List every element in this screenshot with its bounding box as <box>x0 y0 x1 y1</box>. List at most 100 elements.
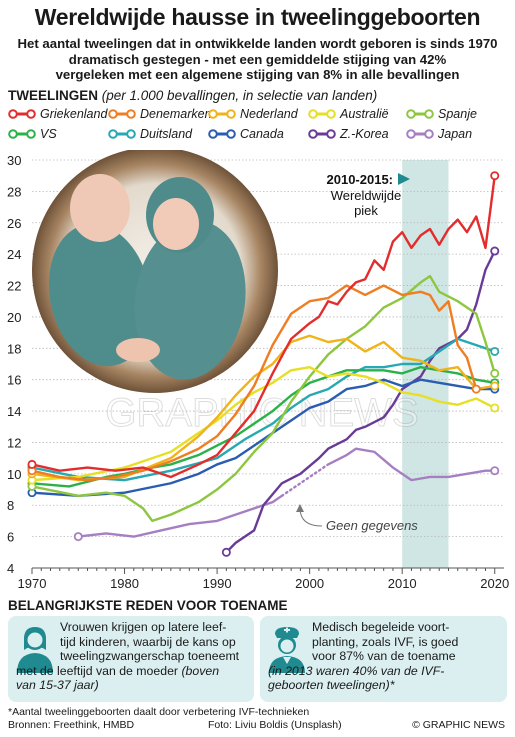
reason-ivf-text: Medisch begeleide voort- planting, zoals… <box>268 620 504 693</box>
baby-photo-left-body <box>48 223 152 367</box>
legend-label: Griekenland <box>40 107 108 121</box>
y-tick-label: 16 <box>7 373 21 388</box>
legend-label: VS <box>40 127 57 141</box>
series-line-8 <box>31 378 495 498</box>
no-data-arrow-icon <box>296 504 304 512</box>
nurse-icon <box>269 627 305 673</box>
series-line-10-part-2 <box>327 447 495 482</box>
woman-icon <box>17 627 53 673</box>
legend-label: Spanje <box>438 107 477 121</box>
peak-label-line-1: Wereldwijde <box>331 188 402 203</box>
subtitle: Het aantal tweelingen dat in ontwikkelde… <box>10 36 505 83</box>
legend-swatch <box>406 129 434 139</box>
legend-label: Duitsland <box>140 127 193 141</box>
baby-photo-left-head <box>70 174 130 242</box>
series-endpoint-9-start <box>221 547 231 557</box>
legend-label: Denemarken <box>140 107 212 121</box>
legend-swatch <box>406 109 434 119</box>
legend-swatch <box>8 109 36 119</box>
series-gap-10 <box>280 463 330 498</box>
legend-swatch <box>208 129 236 139</box>
legend: Griekenland Denemarken Nederland Australië S… <box>8 107 513 149</box>
y-tick-label: 4 <box>7 561 14 576</box>
legend-swatch <box>308 109 336 119</box>
baby-photo-right-face <box>153 198 199 250</box>
reason-age-line-4-text: met de leeftijd van de moeder <box>16 663 179 678</box>
reason-age-line-3: tweelingzwangerschap toeneemt <box>60 649 240 664</box>
reason-card-ivf: Medisch begeleide voort- planting, zoals… <box>260 616 507 702</box>
y-tick-label: 20 <box>7 310 21 325</box>
reason-ivf-line-3: voor 87% van de toename <box>312 649 456 664</box>
legend-swatch <box>108 129 136 139</box>
legend-label: Nederland <box>240 107 298 121</box>
no-data-label: Geen gegevens <box>326 518 418 533</box>
x-tick-label: 2010 <box>388 576 417 591</box>
series-line-10-part-1 <box>78 494 283 538</box>
series-endpoint-4-end <box>490 403 500 413</box>
brand-credit: © GRAPHIC NEWS <box>412 719 505 731</box>
y-tick-label: 10 <box>7 467 21 482</box>
y-tick-label: 30 <box>7 153 21 168</box>
reason-age-text: Vrouwen krijgen op latere leef- tijd kin… <box>16 620 252 693</box>
series-line-5 <box>31 274 496 523</box>
series-endpoint-7-end <box>490 346 500 356</box>
series-line-9 <box>225 250 496 554</box>
series-endpoint-10-start <box>73 532 83 542</box>
legend-label: Japan <box>438 127 473 141</box>
x-tick-label: 1990 <box>203 576 232 591</box>
reason-ivf-line-2: planting, zoals IVF, is goed <box>312 634 459 649</box>
watermark: GRAPHIC NEWS <box>105 391 418 435</box>
series-line-4 <box>31 365 496 482</box>
legend-swatch <box>8 129 36 139</box>
reason-age-note-1: (boven <box>181 663 220 678</box>
reason-ivf-line-1: Medisch begeleide voort- <box>312 620 450 634</box>
photo-credit: Foto: Liviu Boldis (Unsplash) <box>208 719 342 731</box>
series-line-3 <box>31 334 495 482</box>
sources: Bronnen: Freethink, HMBD <box>8 719 135 731</box>
reason-ivf-note-1: (in 2013 waren 40% van de IVF- <box>268 663 445 678</box>
baby-photo-feet <box>116 338 160 362</box>
legend-swatch <box>308 129 336 139</box>
x-tick-label: 2020 <box>480 576 509 591</box>
x-tick-label: 1980 <box>110 576 139 591</box>
series-line-7 <box>31 337 496 482</box>
peak-label-line-2: piek <box>354 203 378 218</box>
y-tick-label: 14 <box>7 404 21 419</box>
legend-label: Australië <box>340 107 389 121</box>
legend-swatch <box>108 109 136 119</box>
series-line-1 <box>31 175 496 479</box>
series-endpoint-3-end <box>490 381 500 391</box>
page-title: Wereldwijde hausse in tweelinggeboorten <box>34 4 481 30</box>
section-label-text: TWEELINGEN <box>8 88 98 103</box>
x-tick-label: 2000 <box>295 576 324 591</box>
series-endpoint-2-end <box>471 384 481 394</box>
y-tick-label: 24 <box>7 247 21 262</box>
reason-ivf-note-2: geboorten tweelingen)* <box>268 678 395 693</box>
y-tick-label: 12 <box>7 435 21 450</box>
y-tick-label: 22 <box>7 279 21 294</box>
series-endpoint-1-start <box>27 459 37 469</box>
reason-age-line-1: Vrouwen krijgen op latere leef- <box>60 620 227 634</box>
series-line-2 <box>31 284 478 482</box>
subtitle-line-1: Het aantal tweelingen dat in ontwikkelde… <box>17 36 498 51</box>
section-label-note: (per 1.000 bevallingen, in selectie van … <box>101 88 378 103</box>
subtitle-line-2: dramatisch gestegen - met een gemiddelde… <box>68 51 447 67</box>
y-tick-label: 8 <box>7 498 14 513</box>
twins-line-chart: 4 6 8 10 12 14 16 18 20 22 24 26 28 30 1970 1980 1990 200… <box>7 150 509 591</box>
reasons-title: BELANGRIJKSTE REDEN VOOR TOENAME <box>8 598 288 613</box>
peak-years-label: 2010-2015: <box>327 172 394 187</box>
reason-age-line-2: tijd kinderen, waarbij de kans op <box>60 634 236 649</box>
legend-label: Z.-Korea <box>340 127 389 141</box>
series-endpoint-1-end <box>490 171 500 181</box>
legend-swatch <box>208 109 236 119</box>
y-tick-label: 6 <box>7 530 14 545</box>
section-label: TWEELINGEN (per 1.000 bevallingen, in se… <box>8 88 377 103</box>
y-tick-label: 18 <box>7 341 21 356</box>
subtitle-line-3: vergeleken met een algemene stijging van… <box>55 67 460 82</box>
baby-photo-right-body <box>134 220 246 380</box>
series-endpoint-9-end <box>490 246 500 256</box>
reason-age-line-4: met de leeftijd van de moeder (boven <box>16 664 252 679</box>
series-endpoint-5-end <box>490 368 500 378</box>
reason-age-note-2: van 15-37 jaar) <box>16 678 99 693</box>
peak-arrow-icon <box>398 173 410 185</box>
